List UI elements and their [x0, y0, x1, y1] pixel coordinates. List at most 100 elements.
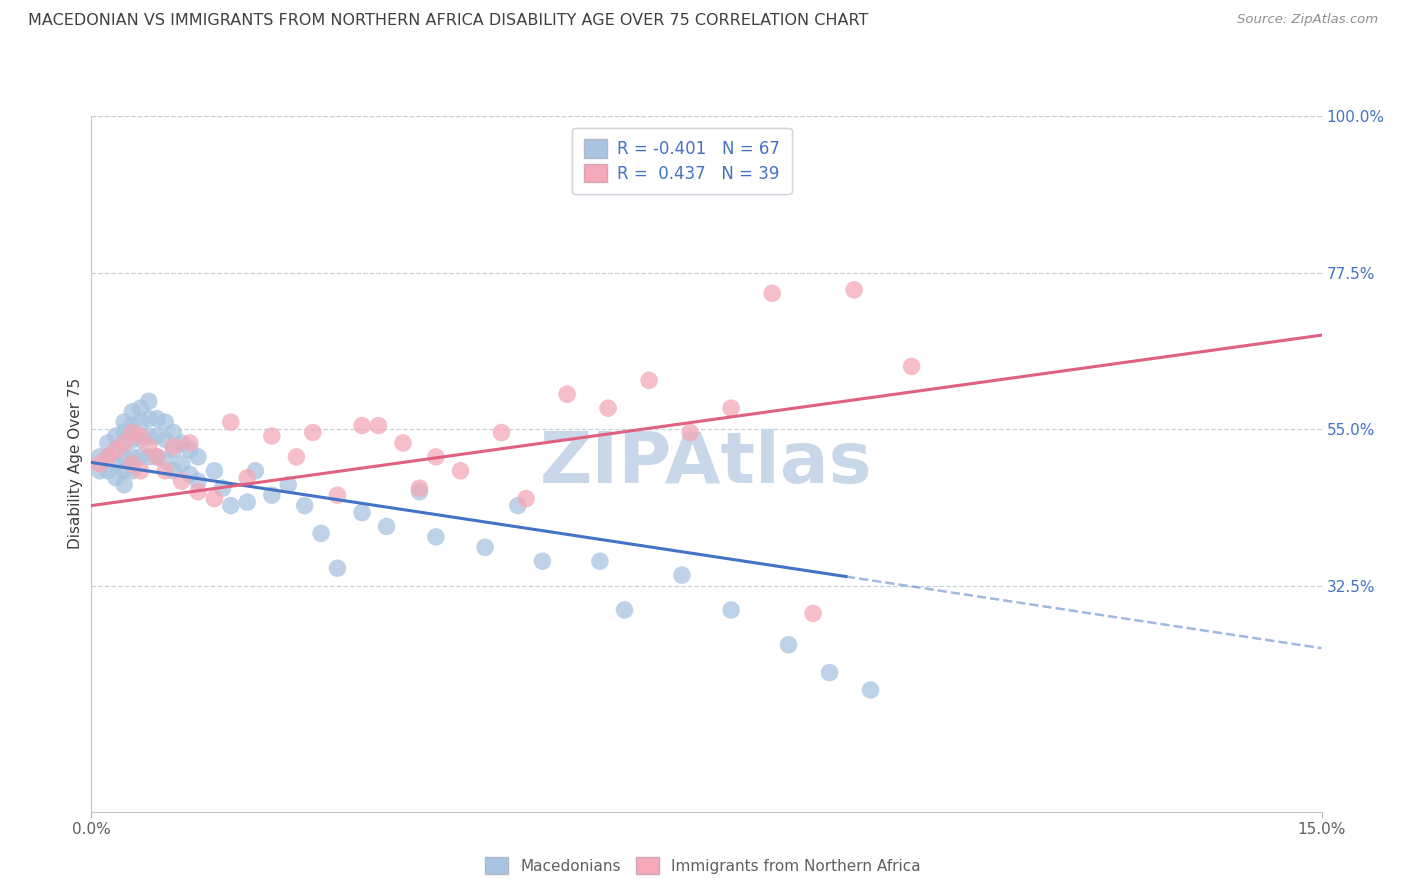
Point	[309, 526, 332, 541]
Y-axis label: Disability Age Over 75: Disability Age Over 75	[67, 378, 83, 549]
Point	[211, 481, 233, 495]
Point	[179, 436, 201, 450]
Point	[285, 450, 308, 464]
Point	[425, 530, 447, 544]
Point	[146, 429, 169, 443]
Point	[375, 519, 398, 533]
Point	[89, 457, 111, 471]
Point	[202, 491, 225, 506]
Point	[236, 495, 259, 509]
Point	[138, 440, 160, 454]
Point	[801, 607, 824, 621]
Point	[129, 433, 152, 447]
Point	[121, 433, 143, 447]
Point	[121, 450, 143, 464]
Point	[245, 464, 267, 478]
Point	[596, 401, 619, 416]
Point	[112, 415, 135, 429]
Point	[105, 442, 127, 457]
Point	[352, 418, 374, 433]
Point	[121, 457, 143, 471]
Point	[97, 436, 120, 450]
Point	[162, 425, 184, 440]
Point	[474, 541, 496, 555]
Point	[146, 450, 169, 464]
Point	[202, 464, 225, 478]
Point	[179, 467, 201, 482]
Point	[277, 477, 299, 491]
Point	[105, 442, 127, 457]
Point	[679, 425, 702, 440]
Point	[146, 411, 169, 425]
Point	[112, 464, 135, 478]
Point	[121, 464, 143, 478]
Point	[778, 638, 800, 652]
Legend: Macedonians, Immigrants from Northern Africa: Macedonians, Immigrants from Northern Af…	[479, 851, 927, 880]
Point	[425, 450, 447, 464]
Text: MACEDONIAN VS IMMIGRANTS FROM NORTHERN AFRICA DISABILITY AGE OVER 75 CORRELATION: MACEDONIAN VS IMMIGRANTS FROM NORTHERN A…	[28, 13, 869, 29]
Point	[112, 436, 135, 450]
Point	[859, 683, 882, 698]
Point	[153, 415, 177, 429]
Point	[129, 450, 152, 464]
Point	[326, 488, 349, 502]
Point	[842, 283, 865, 297]
Point	[105, 429, 127, 443]
Point	[187, 484, 209, 499]
Point	[112, 425, 135, 440]
Point	[531, 554, 554, 568]
Point	[506, 499, 529, 513]
Point	[121, 405, 143, 419]
Point	[187, 450, 209, 464]
Point	[179, 442, 201, 457]
Point	[236, 471, 259, 485]
Text: Source: ZipAtlas.com: Source: ZipAtlas.com	[1237, 13, 1378, 27]
Point	[515, 491, 537, 506]
Point	[170, 436, 193, 450]
Point	[555, 387, 578, 401]
Point	[121, 425, 143, 440]
Point	[129, 401, 152, 416]
Point	[720, 603, 742, 617]
Point	[589, 554, 612, 568]
Point	[761, 286, 783, 301]
Point	[392, 436, 415, 450]
Point	[121, 418, 143, 433]
Point	[260, 488, 283, 502]
Point	[219, 415, 242, 429]
Point	[170, 457, 193, 471]
Point	[112, 477, 135, 491]
Point	[97, 450, 120, 464]
Point	[818, 665, 841, 680]
Point	[720, 401, 742, 416]
Point	[89, 464, 111, 478]
Point	[89, 450, 111, 464]
Point	[162, 440, 184, 454]
Point	[408, 484, 430, 499]
Point	[491, 425, 513, 440]
Point	[112, 436, 135, 450]
Point	[301, 425, 323, 440]
Point	[408, 481, 430, 495]
Point	[97, 464, 120, 478]
Point	[105, 471, 127, 485]
Point	[900, 359, 922, 374]
Point	[367, 418, 389, 433]
Point	[129, 464, 152, 478]
Point	[112, 450, 135, 464]
Point	[129, 415, 152, 429]
Point	[671, 568, 693, 582]
Point	[162, 464, 184, 478]
Point	[187, 475, 209, 489]
Point	[97, 450, 120, 464]
Point	[153, 453, 177, 467]
Point	[638, 373, 661, 387]
Point	[326, 561, 349, 575]
Point	[219, 499, 242, 513]
Point	[153, 433, 177, 447]
Point	[138, 411, 160, 425]
Point	[170, 475, 193, 489]
Point	[146, 450, 169, 464]
Point	[138, 429, 160, 443]
Point	[294, 499, 316, 513]
